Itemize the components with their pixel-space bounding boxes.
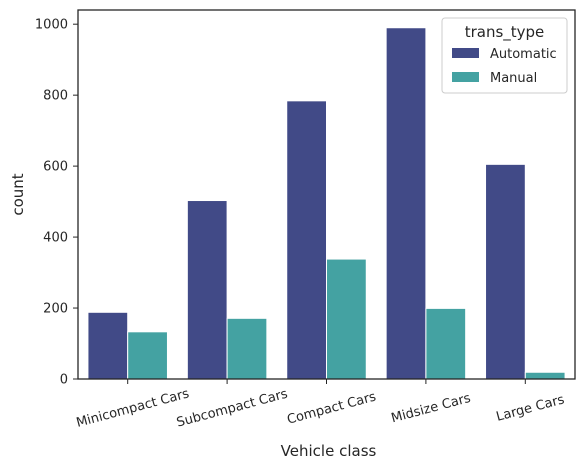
y-tick-label: 800 [43,89,68,104]
bar-manual-2 [326,258,367,380]
y-tick-label: 400 [43,231,68,246]
legend-title: trans_type [465,23,545,42]
bar-automatic-1 [186,200,228,380]
legend-swatch-automatic [452,48,479,58]
x-tick-label: Large Cars [495,392,567,425]
legend-items: Automatic Manual [452,47,557,86]
y-tick-label: 1000 [35,18,68,33]
bar-manual-1 [226,317,268,380]
y-axis: 0 200 400 600 800 1000 [35,18,78,388]
bar-automatic-4 [485,163,526,380]
legend: trans_type Automatic Manual [441,17,568,94]
bar-automatic-2 [286,100,327,380]
y-tick-label: 200 [43,302,68,317]
bar-automatic-3 [385,27,427,380]
x-tick-label: Minicompact Cars [75,386,191,431]
legend-swatch-manual [452,72,479,82]
bar-manual-3 [425,307,467,380]
x-axis-label: Vehicle class [281,442,377,460]
y-axis-label: count [9,173,27,215]
y-tick-label: 0 [60,373,68,388]
x-tick-label: Subcompact Cars [175,387,289,431]
legend-label-manual: Manual [490,71,537,86]
x-tick-label: Compact Cars [285,389,377,427]
y-tick-label: 600 [43,160,68,175]
bar-automatic-0 [87,311,129,380]
bars-group [87,27,566,380]
bar-manual-0 [127,331,168,380]
x-tick-label: Midsize Cars [390,391,473,427]
bar-manual-4 [524,371,566,380]
legend-label-automatic: Automatic [490,47,557,62]
plot-frame [77,9,576,380]
